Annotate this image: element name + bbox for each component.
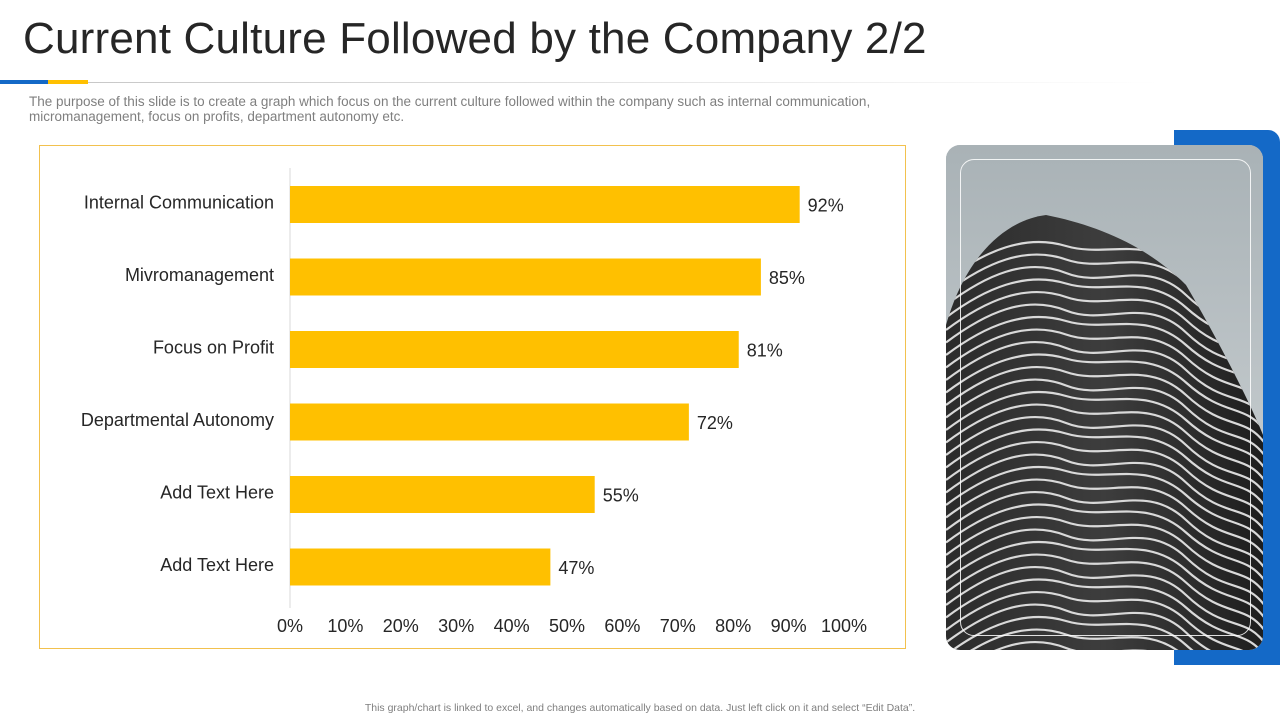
x-tick-label-20: 20% [383, 616, 419, 636]
balcony-line [946, 440, 1263, 521]
data-label-3: 81% [747, 341, 783, 361]
data-label-2: 85% [769, 268, 805, 288]
balcony-line [946, 640, 1263, 650]
x-tick-label-60: 60% [604, 616, 640, 636]
balcony-line [946, 428, 1263, 509]
balcony-line [946, 553, 1263, 634]
balcony-line [946, 403, 1263, 484]
underline-gold-segment [48, 80, 88, 84]
slide-title: Current Culture Followed by the Company … [23, 14, 927, 63]
data-label-5: 55% [603, 486, 639, 506]
category-label-5: Add Text Here [160, 483, 274, 503]
x-tick-label-40: 40% [494, 616, 530, 636]
balcony-line [946, 490, 1263, 571]
underline-blue-segment [0, 80, 48, 84]
balcony-line [946, 578, 1263, 650]
balcony-line [946, 315, 1263, 396]
balcony-line [946, 478, 1263, 559]
bar-6 [290, 548, 551, 586]
balcony-line [946, 565, 1263, 646]
x-tick-label-10: 10% [327, 616, 363, 636]
balcony-line [946, 503, 1263, 584]
balcony-line [946, 615, 1263, 650]
x-tick-label-100: 100% [821, 616, 867, 636]
balcony-line [946, 353, 1263, 434]
balcony-line [946, 415, 1263, 496]
x-tick-label-80: 80% [715, 616, 751, 636]
balcony-line [946, 340, 1263, 421]
bar-2 [290, 258, 761, 296]
category-label-1: Internal Communication [84, 193, 274, 213]
x-tick-label-50: 50% [549, 616, 585, 636]
building-illustration [946, 145, 1263, 650]
balcony-line [946, 590, 1263, 650]
data-label-6: 47% [558, 558, 594, 578]
balcony-line [946, 528, 1263, 609]
bar-3 [290, 331, 739, 368]
bar-5 [290, 476, 595, 513]
balcony-line [946, 453, 1263, 534]
balcony-line [946, 603, 1263, 650]
bar-4 [290, 403, 689, 441]
balcony-line [946, 540, 1263, 621]
category-label-4: Departmental Autonomy [81, 410, 274, 430]
category-label-6: Add Text Here [160, 555, 274, 575]
slide-subtitle: The purpose of this slide is to create a… [29, 94, 871, 124]
category-label-2: Mivromanagement [125, 265, 274, 285]
x-tick-label-70: 70% [660, 616, 696, 636]
data-label-1: 92% [808, 196, 844, 216]
bar-chart[interactable]: Internal Communication 92% Mivromanagement… [39, 145, 906, 649]
footer-note: This graph/chart is linked to excel, and… [364, 702, 916, 714]
balcony-line [946, 378, 1263, 459]
underline-grey-line [88, 81, 1160, 83]
building-photo [946, 145, 1263, 650]
balcony-line [946, 328, 1263, 409]
balcony-line [946, 515, 1263, 596]
x-tick-label-30: 30% [438, 616, 474, 636]
photo-frame [960, 159, 1251, 636]
bar-chart-svg: Internal Communication 92% Mivromanagement… [81, 168, 867, 636]
data-label-4: 72% [697, 413, 733, 433]
bar-1 [290, 186, 800, 223]
x-tick-label-90: 90% [771, 616, 807, 636]
title-underline [0, 80, 1160, 84]
x-tick-label-0: 0% [277, 616, 303, 636]
image-panel [946, 130, 1280, 665]
balcony-line [946, 365, 1263, 446]
category-label-3: Focus on Profit [153, 338, 274, 358]
balcony-line [946, 390, 1263, 471]
balcony-line [946, 465, 1263, 546]
balcony-line [946, 628, 1263, 650]
